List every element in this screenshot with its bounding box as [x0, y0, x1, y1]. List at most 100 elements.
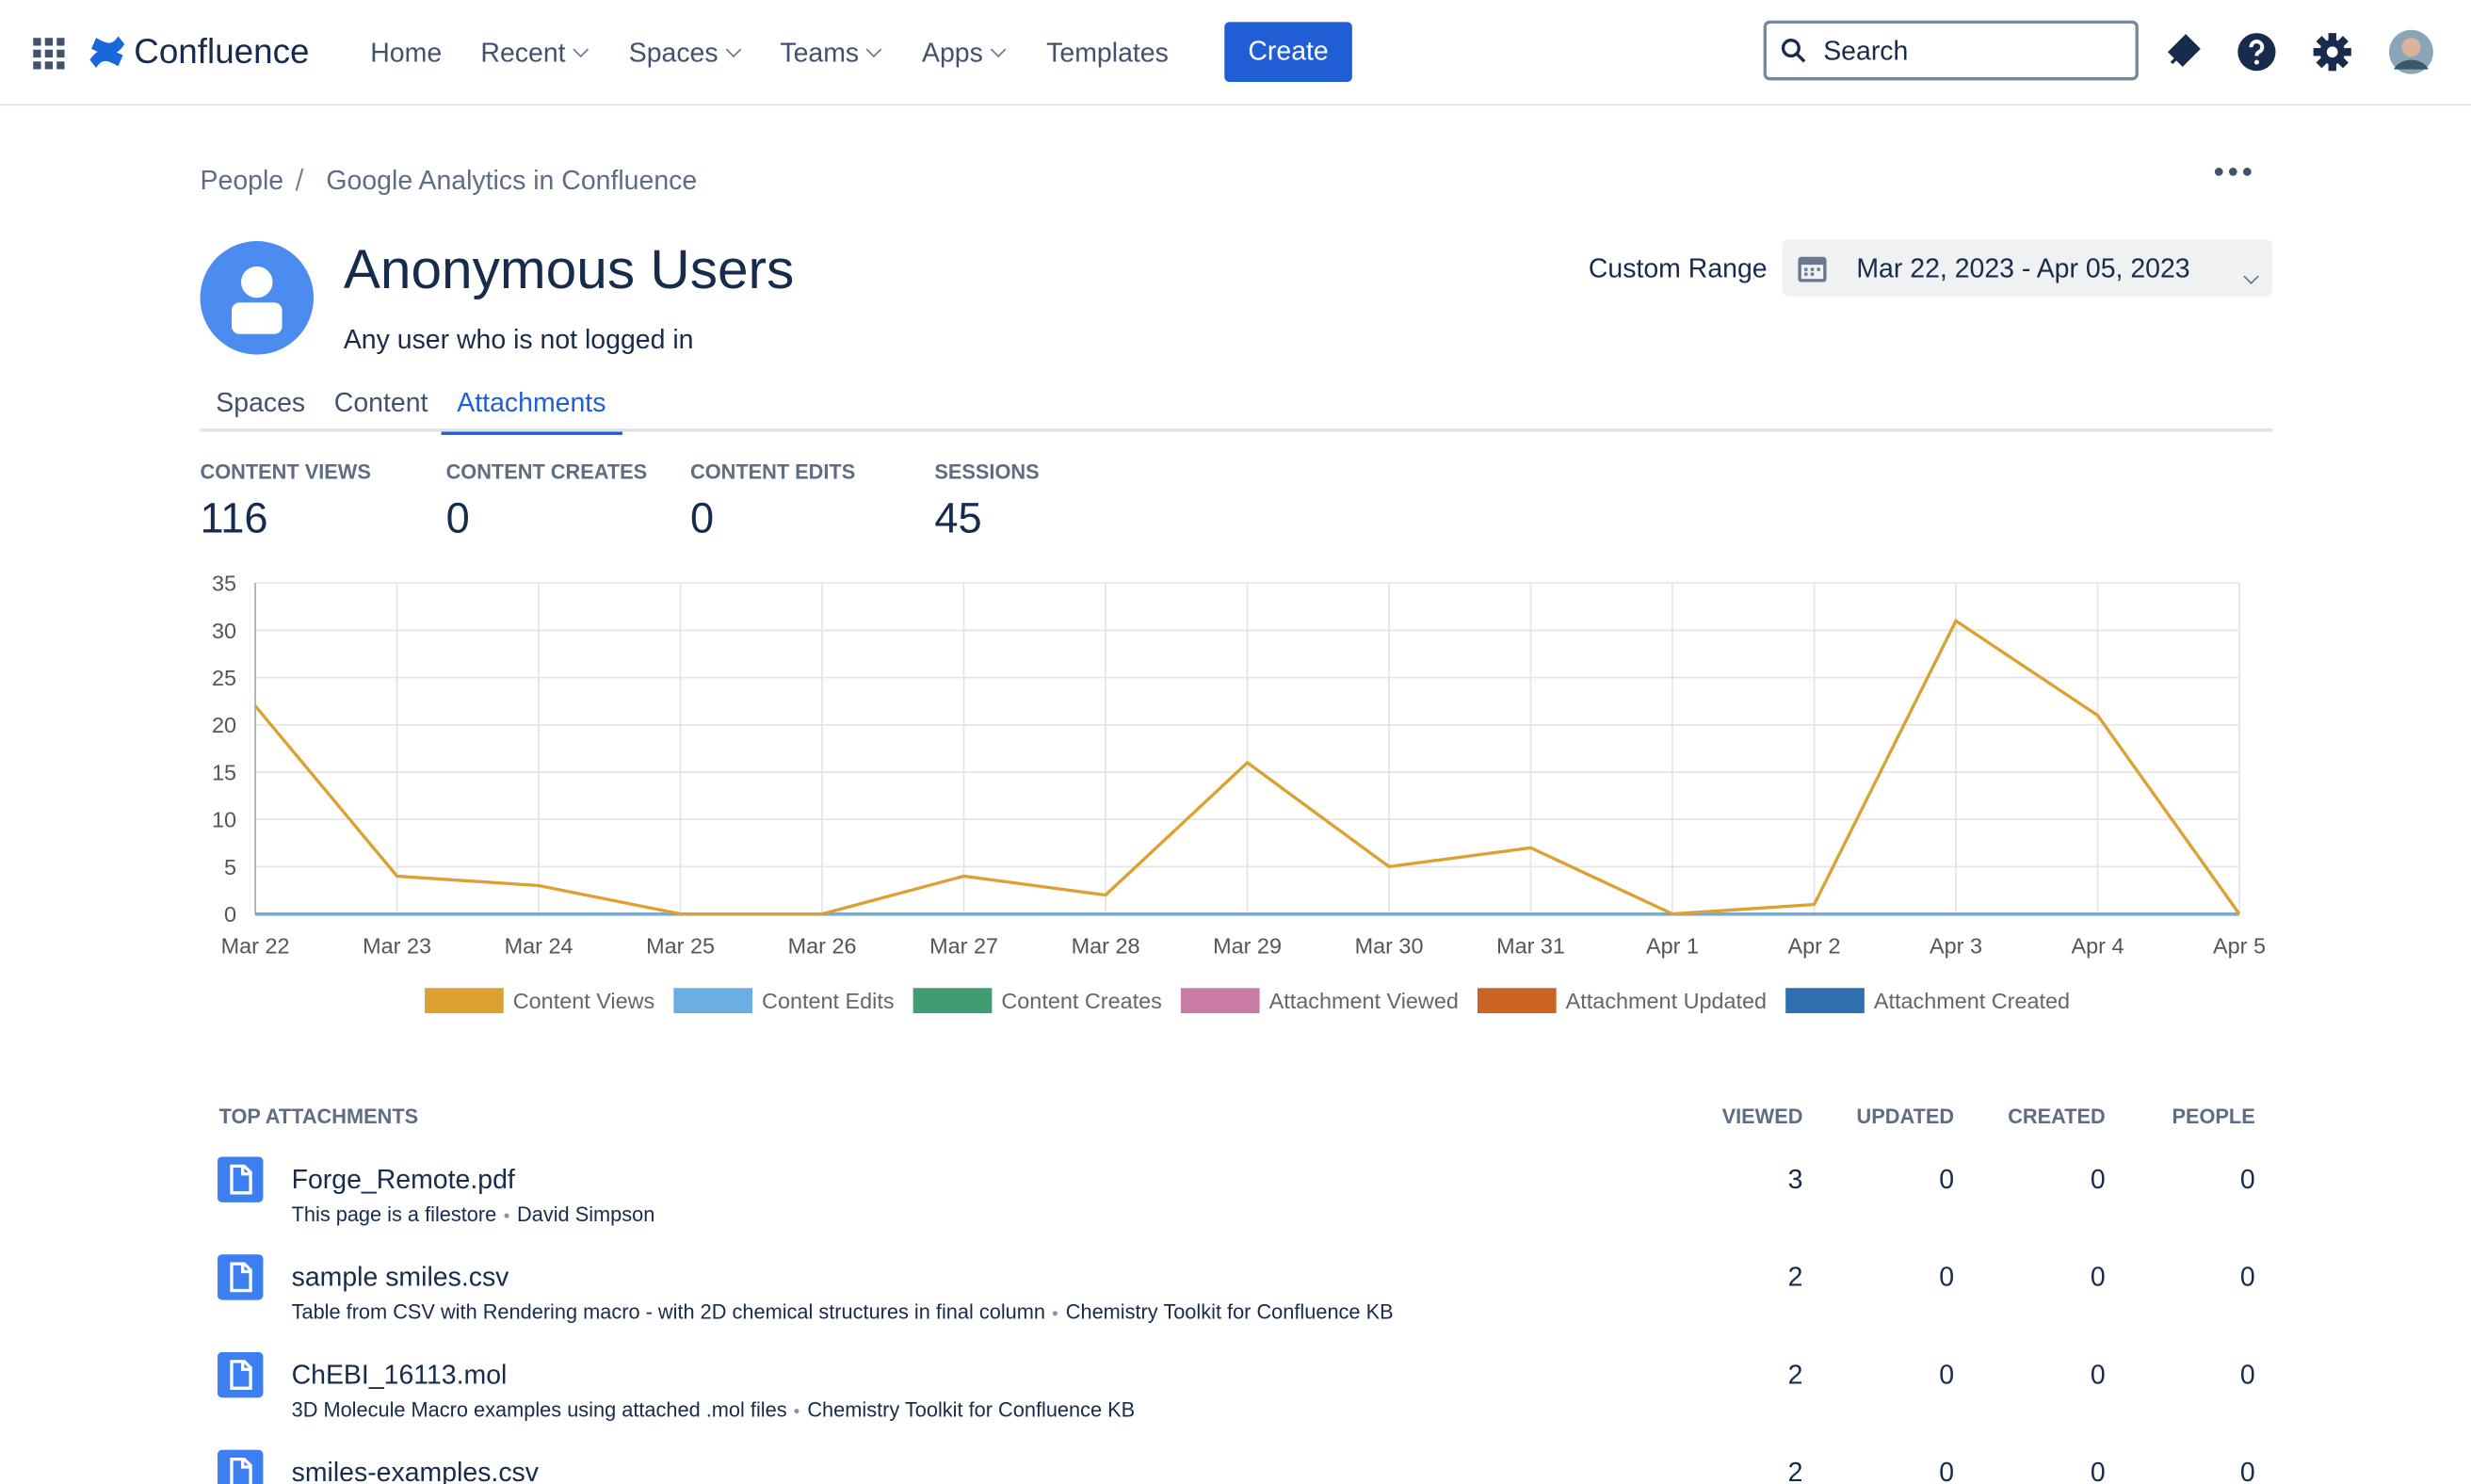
stat-value: 0	[445, 494, 470, 542]
nav-item[interactable]: Spaces	[628, 38, 741, 69]
attachment-name[interactable]: Forge_Remote.pdf	[291, 1164, 515, 1195]
tab[interactable]: Spaces	[216, 387, 306, 418]
legend-swatch	[1785, 988, 1865, 1014]
logo[interactable]	[89, 35, 126, 70]
y-tick-label: 0	[224, 902, 236, 927]
stat-value: 116	[200, 494, 268, 542]
nav-label: Recent	[480, 38, 566, 68]
cell-value: 0	[2090, 1164, 2106, 1195]
y-tick-label: 15	[212, 760, 236, 784]
tab[interactable]: Content	[333, 387, 428, 418]
y-tick-label: 10	[212, 808, 236, 832]
separator-dot	[1053, 1311, 1058, 1316]
column-header: VIEWED	[1721, 1105, 1803, 1129]
stat-label: CONTENT CREATES	[445, 460, 648, 484]
attachment-name[interactable]: sample smiles.csv	[291, 1262, 509, 1293]
space: Chemistry Toolkit for Confluence KB	[1065, 1299, 1394, 1324]
app-switcher[interactable]	[33, 38, 65, 70]
breadcrumb-link[interactable]: Google Analytics in Confluence	[326, 165, 698, 196]
nav-item[interactable]: Recent	[480, 38, 589, 69]
legend-swatch	[1477, 988, 1557, 1014]
date-range-picker[interactable]: Mar 22, 2023 - Apr 05, 2023	[1782, 239, 2273, 297]
table-row[interactable]: smiles-examples.csv 2 0 0 0	[201, 1449, 2273, 1484]
nav-item[interactable]: Home	[370, 38, 443, 68]
y-tick-label: 35	[212, 572, 236, 596]
table-row[interactable]: ChEBI_16113.mol 3D Molecule Macro example…	[201, 1351, 2273, 1441]
stat-label: CONTENT VIEWS	[200, 460, 371, 484]
x-tick-label: Mar 31	[1496, 933, 1565, 958]
x-tick-label: Mar 29	[1213, 933, 1282, 958]
tab-divider	[200, 428, 2273, 432]
chevron	[573, 41, 589, 57]
table-row[interactable]: sample smiles.csv Table from CSV with Ren…	[201, 1254, 2273, 1343]
space: Chemistry Toolkit for Confluence KB	[807, 1397, 1136, 1422]
attachment-meta: Table from CSV with Rendering macro - wi…	[292, 1300, 1394, 1324]
stat-label: CONTENT EDITS	[689, 460, 856, 484]
file-icon	[217, 1254, 264, 1300]
cell-value: 0	[1939, 1457, 1955, 1484]
nav-label: Spaces	[628, 38, 719, 68]
cell-value: 0	[2090, 1262, 2106, 1293]
notifications[interactable]	[2164, 33, 2202, 71]
description: 3D Molecule Macro examples using attache…	[291, 1397, 787, 1422]
cell-value: 0	[1939, 1360, 1955, 1391]
nav-label: Teams	[780, 38, 860, 68]
y-tick-label: 20	[212, 713, 236, 737]
attachment-meta: This page is a filestore David Simpson	[292, 1202, 655, 1226]
search-box[interactable]: Search	[1763, 20, 2139, 81]
x-tick-label: Mar 30	[1355, 933, 1424, 958]
help[interactable]	[2237, 31, 2278, 73]
x-tick-label: Mar 27	[929, 933, 998, 958]
x-tick-label: Apr 5	[2213, 933, 2266, 958]
y-tick-label: 25	[212, 666, 236, 690]
more-actions[interactable]	[2213, 166, 2254, 178]
attachment-meta: 3D Molecule Macro examples using attache…	[292, 1397, 1136, 1421]
cell-value: 2	[1787, 1262, 1803, 1293]
breadcrumb-link[interactable]: People	[200, 165, 284, 196]
legend-label: Content Edits	[762, 989, 895, 1013]
attachment-name[interactable]: smiles-examples.csv	[291, 1457, 540, 1484]
settings[interactable]	[2312, 31, 2353, 73]
x-tick-label: Mar 24	[505, 933, 573, 958]
user-avatar	[200, 241, 315, 355]
chevron	[725, 41, 741, 57]
top-nav	[0, 0, 2471, 106]
chevron	[865, 41, 882, 57]
legend-swatch	[912, 988, 993, 1014]
date-range: Mar 22, 2023 - Apr 05, 2023	[1856, 253, 2190, 284]
legend-swatch	[1180, 988, 1260, 1014]
legend-swatch	[673, 988, 753, 1014]
file-icon	[217, 1156, 264, 1202]
brand[interactable]: Confluence	[134, 31, 310, 72]
tab-active[interactable]: Attachments	[441, 388, 622, 435]
cell-value: 0	[2090, 1457, 2106, 1484]
description: Table from CSV with Rendering macro - wi…	[291, 1299, 1046, 1324]
space: David Simpson	[517, 1202, 655, 1226]
separator-dot	[504, 1213, 509, 1218]
file-icon	[217, 1351, 264, 1398]
cell-value: 0	[1939, 1262, 1955, 1293]
legend: Content Views Content Edits Content Create…	[425, 988, 2070, 1014]
separator-dot	[794, 1409, 799, 1414]
cell-value: 0	[2239, 1262, 2255, 1293]
page-subtitle: Any user who is not logged in	[343, 324, 694, 355]
cell-value: 0	[2090, 1360, 2106, 1391]
nav-item[interactable]: Apps	[922, 38, 1007, 69]
column-header: CREATED	[2008, 1105, 2106, 1129]
nav-item[interactable]: Teams	[780, 38, 882, 69]
series-line	[253, 618, 2241, 916]
nav-item[interactable]: Templates	[1046, 38, 1169, 68]
search-placeholder: Search	[1823, 36, 1909, 67]
y-tick-label: 5	[224, 855, 236, 879]
table-title: TOP ATTACHMENTS	[218, 1105, 419, 1129]
stat-label: SESSIONS	[934, 460, 1040, 484]
attachment-name[interactable]: ChEBI_16113.mol	[291, 1360, 508, 1391]
search-icon	[1781, 39, 1806, 63]
legend-label: Attachment Created	[1874, 989, 2070, 1013]
create-button[interactable]: Create	[1224, 22, 1352, 83]
page-title: Anonymous Users	[343, 239, 795, 301]
avatar[interactable]	[2387, 28, 2434, 75]
y-tick-label: 30	[212, 619, 236, 643]
legend-swatch	[425, 988, 504, 1014]
table-row[interactable]: Forge_Remote.pdf This page is a filestore…	[201, 1156, 2273, 1245]
